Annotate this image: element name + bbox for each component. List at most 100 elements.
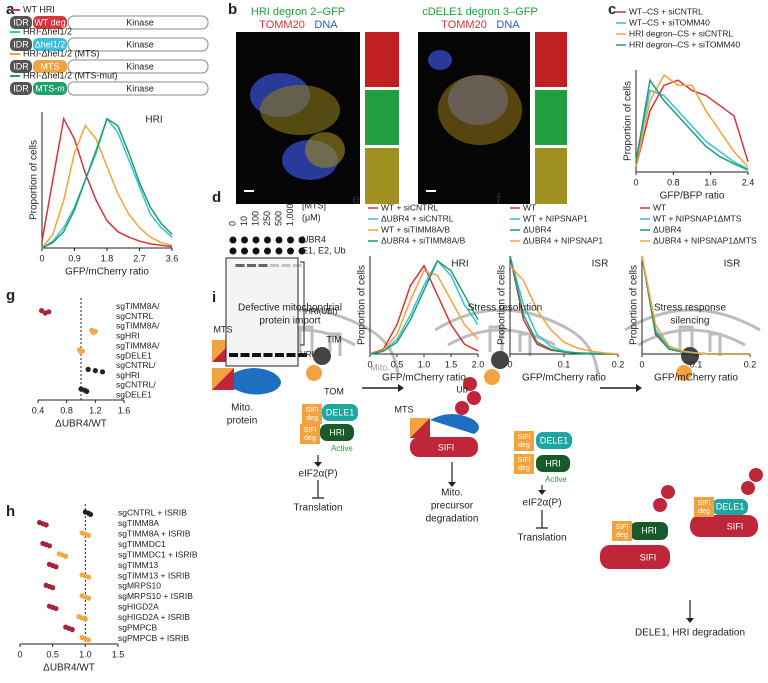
lane-label: 500 xyxy=(273,211,283,226)
x-tick-label: 1.5 xyxy=(112,649,125,659)
chart-title: HRI xyxy=(145,115,162,126)
legend-label: WT–CS + siCNTRL xyxy=(629,6,703,16)
diagram-label: SIFI xyxy=(518,434,531,441)
lane-dot xyxy=(287,247,294,255)
diagram-label: deg xyxy=(304,435,316,442)
data-dot xyxy=(86,532,92,538)
legend-label: HRI degron–CS + siCNTRL xyxy=(629,28,733,38)
legend-label: WT xyxy=(653,202,666,212)
diagram-label: HRI xyxy=(545,458,561,468)
domain-label: IDR xyxy=(13,17,29,27)
x-tick-label: 0 xyxy=(507,359,512,369)
x-tick-label: 0.9 xyxy=(68,253,81,263)
diagram-label: DELE1 xyxy=(326,407,355,417)
row-label: sgPMPCB + ISRIB xyxy=(118,633,189,643)
band-label: HRI xyxy=(300,350,314,359)
image-title: HRI degron 2–GFP xyxy=(251,6,345,18)
lane-dot xyxy=(264,236,271,244)
panel-label: e xyxy=(352,191,360,208)
panel-label: f xyxy=(496,191,502,208)
diagram-label: SIFI xyxy=(518,457,531,464)
data-dot xyxy=(69,626,75,633)
gel-band xyxy=(258,264,268,267)
diagram-label: silencing xyxy=(671,316,710,327)
data-dot xyxy=(85,366,91,372)
row-label: sgHIGD2A + ISRIB xyxy=(118,612,190,622)
domain-kinase xyxy=(67,59,209,74)
legend-label: ΔUBR4 xyxy=(523,224,552,234)
series-line xyxy=(509,265,619,355)
legend-label: WT + NIPSNAP1ΔMTS xyxy=(653,213,742,223)
data-dot xyxy=(53,605,59,612)
diagram-label: precursor xyxy=(431,501,474,512)
diagram-label: Active xyxy=(331,444,353,453)
domain-idr xyxy=(10,16,32,29)
x-tick-label: 0.2 xyxy=(744,359,757,369)
lane-dot xyxy=(241,236,248,244)
domain-label: Kinase xyxy=(126,83,154,93)
row-label: sgHRI xyxy=(116,331,140,341)
band-label: HRI(UBI) xyxy=(305,307,338,316)
legend-label: ΔUBR4 xyxy=(653,224,682,234)
x-tick-label: 0 xyxy=(639,359,644,369)
panel-label: h xyxy=(6,503,15,520)
diagram-label: SIFI xyxy=(698,500,711,507)
construct-name: HRI-Δhel1/2 xyxy=(23,26,72,36)
data-dot xyxy=(87,511,94,518)
row-label: sgTIMM8A xyxy=(118,518,159,528)
legend-label: ΔUBR4 + siCNTRL xyxy=(381,213,454,223)
x-axis-label: GFP/BFP ratio xyxy=(660,191,725,202)
lane-dot xyxy=(229,247,237,255)
row-label: sgHRI xyxy=(116,370,140,380)
diagram-label: Active xyxy=(545,475,567,484)
diagram-label: DELE1 xyxy=(716,501,745,511)
domain-degron xyxy=(33,16,67,29)
row-label: sgTIMM13 + ISRIB xyxy=(118,570,190,580)
series-line xyxy=(369,269,479,355)
row-label: sgTIMM8A/ xyxy=(116,340,160,350)
lane-dot xyxy=(298,247,306,255)
series-line xyxy=(369,259,479,355)
data-dot xyxy=(86,574,92,580)
diagram-label: DELE1 xyxy=(540,435,569,445)
diagram-label: Mito. xyxy=(231,403,253,414)
row-label: sgMRPS10 xyxy=(118,581,161,591)
diagram-label: SIFI xyxy=(306,407,319,414)
row-label: sgTIMM13 xyxy=(118,560,158,570)
lane-label: 1,000 xyxy=(285,203,295,226)
data-dot xyxy=(78,349,84,355)
diagram-label: MTS xyxy=(395,404,414,414)
domain-label: IDR xyxy=(13,83,29,93)
stain-label: TOMM20 xyxy=(259,19,305,31)
x-tick-label: 0.2 xyxy=(612,359,625,369)
domain-label: Δhel1/2 xyxy=(35,39,66,49)
diagram-label: eIF2α(P) xyxy=(298,469,337,480)
conc-label: [MTS] xyxy=(302,200,326,210)
row-label: sgTIMM8A/ xyxy=(116,301,160,311)
series-line xyxy=(369,264,479,355)
gel-band xyxy=(247,264,256,267)
conc-unit: (μM) xyxy=(302,212,321,222)
x-tick-label: 0.8 xyxy=(667,177,680,187)
lane-dot xyxy=(252,236,260,244)
data-dot xyxy=(86,595,92,601)
diagram-label: Defective mitochondrial xyxy=(238,303,342,314)
lane-label: 0 xyxy=(227,221,237,226)
x-tick-label: 1.6 xyxy=(118,405,131,415)
diagram-label: SIFI xyxy=(640,552,657,562)
series-line xyxy=(369,259,479,355)
lane-dot xyxy=(264,247,271,255)
domain-kinase xyxy=(67,37,209,52)
x-axis-label: ΔUBR4/WT xyxy=(43,663,95,674)
diagram-label: SIFI xyxy=(727,521,744,531)
series-line xyxy=(41,117,173,249)
data-dot xyxy=(53,564,59,570)
gel-band xyxy=(229,353,238,357)
data-dot xyxy=(63,553,69,559)
domain-kinase xyxy=(67,81,209,96)
construct-name: HRI-Δhel1/2 (MTS) xyxy=(23,48,100,58)
lane-label: 10 xyxy=(239,216,249,226)
panel-label: c xyxy=(608,1,616,18)
series-line xyxy=(41,117,173,249)
